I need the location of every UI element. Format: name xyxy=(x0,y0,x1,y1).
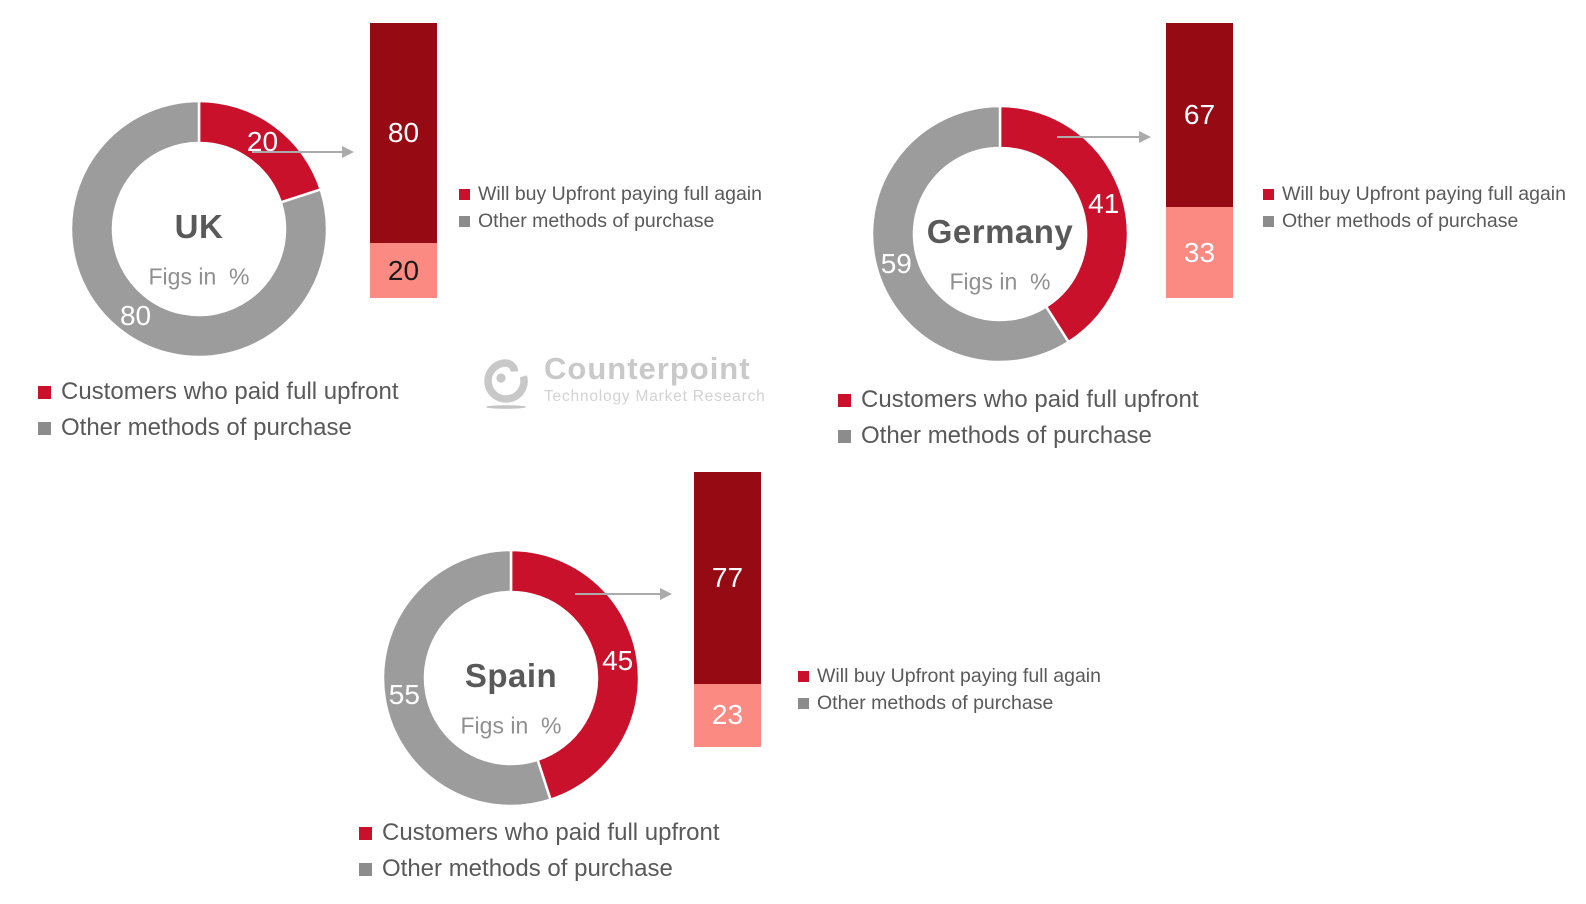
red-square-icon xyxy=(1263,189,1274,200)
red-square-icon xyxy=(38,385,51,399)
counterpoint-tagline-text: Technology Market Research xyxy=(544,388,766,405)
uk-bar-will-buy-value: 80 xyxy=(387,117,420,148)
spain-donut-legend-label-2: Other methods of purchase xyxy=(382,855,673,882)
uk-donut-other-value: 80 xyxy=(119,300,152,332)
uk-bar-will-buy-segment: 80 xyxy=(370,23,437,243)
germany-donut-legend-row-1: Customers who paid full upfront xyxy=(838,382,1199,418)
spain-bar-legend-row-1: Will buy Upfront paying full again xyxy=(798,663,1101,690)
spain-bar-will-buy-value: 77 xyxy=(711,561,744,593)
germany-bar-legend: Will buy Upfront paying full again Other… xyxy=(1263,181,1566,235)
uk-bar-legend-label-2: Other methods of purchase xyxy=(478,210,715,232)
germany-donut-title: Germany xyxy=(926,213,1074,250)
germany-stacked-bar: 67 33 xyxy=(1166,23,1233,298)
uk-bar-legend-row-1: Will buy Upfront paying full again xyxy=(459,181,762,208)
gray-square-icon xyxy=(459,216,470,227)
gray-square-icon xyxy=(838,429,851,443)
uk-donut-legend: Customers who paid full upfront Other me… xyxy=(38,374,399,446)
germany-donut-legend: Customers who paid full upfront Other me… xyxy=(838,382,1199,454)
spain-stacked-bar: 77 23 xyxy=(694,472,761,747)
uk-donut-legend-row-2: Other methods of purchase xyxy=(38,410,399,446)
spain-bar-other-segment: 23 xyxy=(694,683,761,747)
spain-donut-legend-label-1: Customers who paid full upfront xyxy=(382,819,720,846)
gray-square-icon xyxy=(1263,216,1274,227)
spain-donut-title: Spain xyxy=(464,657,558,694)
spain-bar-will-buy-segment: 77 xyxy=(694,472,761,684)
germany-bar-legend-label-1: Will buy Upfront paying full again xyxy=(1282,183,1566,205)
germany-bar-legend-label-2: Other methods of purchase xyxy=(1282,210,1519,232)
uk-donut-legend-row-1: Customers who paid full upfront xyxy=(38,374,399,410)
uk-figs-note: Figs in % xyxy=(148,263,250,290)
germany-bar-other-value: 33 xyxy=(1183,236,1216,268)
germany-donut-upfront-value: 41 xyxy=(1088,187,1120,219)
spain-bar-legend-label-2: Other methods of purchase xyxy=(817,692,1054,714)
germany-bar-will-buy-value: 67 xyxy=(1183,99,1216,131)
counterpoint-brand-text: Counterpoint xyxy=(544,351,751,386)
germany-donut-legend-label-1: Customers who paid full upfront xyxy=(861,386,1199,413)
spain-donut-upfront-value: 45 xyxy=(602,645,634,677)
uk-bar-other-value: 20 xyxy=(387,254,420,286)
uk-bar-legend: Will buy Upfront paying full again Other… xyxy=(459,181,762,235)
gray-square-icon xyxy=(798,698,809,709)
uk-bar-legend-row-2: Other methods of purchase xyxy=(459,208,762,235)
uk-bar-other-segment: 20 xyxy=(370,243,437,298)
counterpoint-watermark: Counterpoint Technology Market Research xyxy=(481,352,766,410)
spain-figs-note: Figs in % xyxy=(460,712,562,739)
germany-bar-legend-row-1: Will buy Upfront paying full again xyxy=(1263,181,1566,208)
uk-donut-legend-label-1: Customers who paid full upfront xyxy=(61,378,399,405)
germany-arrow-head-icon xyxy=(1139,131,1151,143)
uk-donut-title: UK xyxy=(174,208,224,245)
spain-donut-legend: Customers who paid full upfront Other me… xyxy=(359,815,720,887)
spain-bar-legend-row-2: Other methods of purchase xyxy=(798,690,1101,717)
germany-arrow-line xyxy=(1057,136,1139,138)
spain-bar-legend-label-1: Will buy Upfront paying full again xyxy=(817,665,1101,687)
germany-donut-legend-row-2: Other methods of purchase xyxy=(838,418,1199,454)
spain-bar-other-value: 23 xyxy=(711,699,744,731)
germany-figs-note: Figs in % xyxy=(949,268,1051,295)
germany-bar-other-segment: 33 xyxy=(1166,207,1233,298)
spain-donut-other-value: 55 xyxy=(388,678,420,710)
uk-stacked-bar: 80 20 xyxy=(370,23,437,298)
red-square-icon xyxy=(359,826,372,840)
spain-arrow-head-icon xyxy=(660,588,672,600)
germany-donut-chart xyxy=(870,104,1130,364)
germany-donut-other-value: 59 xyxy=(880,248,912,280)
gray-square-icon xyxy=(38,421,51,435)
red-square-icon xyxy=(459,189,470,200)
germany-bar-will-buy-segment: 67 xyxy=(1166,23,1233,208)
red-square-icon xyxy=(798,671,809,682)
uk-donut-legend-label-2: Other methods of purchase xyxy=(61,414,352,441)
counterpoint-text-block: Counterpoint Technology Market Research xyxy=(531,352,766,406)
spain-donut-legend-row-1: Customers who paid full upfront xyxy=(359,815,720,851)
gray-square-icon xyxy=(359,862,372,876)
uk-arrow-line xyxy=(252,151,342,153)
uk-bar-legend-label-1: Will buy Upfront paying full again xyxy=(478,183,762,205)
spain-bar-legend: Will buy Upfront paying full again Other… xyxy=(798,663,1101,717)
uk-arrow-head-icon xyxy=(342,146,354,158)
counterpoint-logo-icon xyxy=(484,359,528,409)
red-square-icon xyxy=(838,393,851,407)
germany-bar-legend-row-2: Other methods of purchase xyxy=(1263,208,1566,235)
germany-donut-legend-label-2: Other methods of purchase xyxy=(861,422,1152,449)
spain-arrow-line xyxy=(575,593,660,595)
spain-donut-legend-row-2: Other methods of purchase xyxy=(359,851,720,887)
